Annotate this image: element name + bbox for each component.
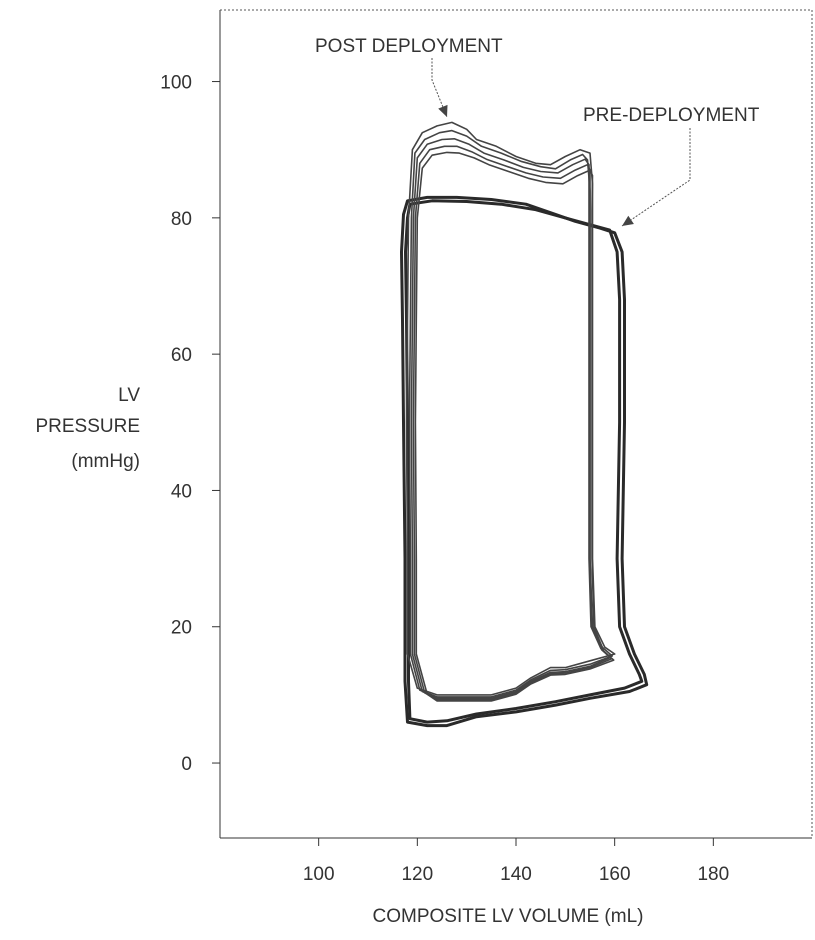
annotation-label: POST DEPLOYMENT (315, 36, 503, 57)
x-tick-label: 120 (401, 864, 433, 885)
arrow-head-icon (438, 104, 448, 117)
axis-ticks: 0 20 40 60 80 100 100 120 140 160 180 (160, 73, 729, 885)
x-tick-label: 140 (500, 864, 532, 885)
y-tick-label: 20 (171, 618, 192, 639)
plot-frame (219, 9, 813, 839)
annotation-label: PRE-DEPLOYMENT (583, 105, 760, 126)
x-tick-label: 160 (599, 864, 631, 885)
y-axis-label-line-1: LV (118, 385, 140, 406)
y-tick-label: 0 (181, 754, 192, 775)
y-tick-label: 60 (171, 345, 192, 366)
annotations: POST DEPLOYMENT PRE-DEPLOYMENT (315, 36, 760, 227)
y-axis-title: LV PRESSURE (mmHg) (35, 385, 140, 472)
x-axis-label: COMPOSITE LV VOLUME (mL) (373, 906, 644, 927)
post-loop (408, 129, 613, 698)
post-loop (405, 121, 616, 696)
post-loop (410, 138, 612, 700)
annotation-post-deployment: POST DEPLOYMENT (315, 36, 503, 118)
post-loop (412, 145, 613, 701)
leader-line (621, 128, 691, 227)
loop-series (400, 121, 649, 728)
y-tick-label: 40 (171, 481, 192, 502)
pre-series (400, 195, 649, 728)
y-axis-label-line-3: (mmHg) (71, 451, 140, 472)
post-series (405, 121, 616, 702)
leader-line (431, 58, 448, 118)
annotation-pre-deployment: PRE-DEPLOYMENT (583, 105, 760, 227)
y-axis-label-line-2: PRESSURE (35, 416, 140, 437)
post-loop (414, 151, 615, 702)
pre-loop (404, 199, 644, 724)
x-tick-label: 100 (303, 864, 335, 885)
x-axis-title: COMPOSITE LV VOLUME (mL) (373, 906, 644, 927)
y-tick-label: 100 (160, 73, 192, 94)
x-tick-label: 180 (697, 864, 729, 885)
arrow-head-icon (622, 215, 634, 226)
pre-loop (400, 195, 649, 728)
y-tick-label: 80 (171, 209, 192, 230)
